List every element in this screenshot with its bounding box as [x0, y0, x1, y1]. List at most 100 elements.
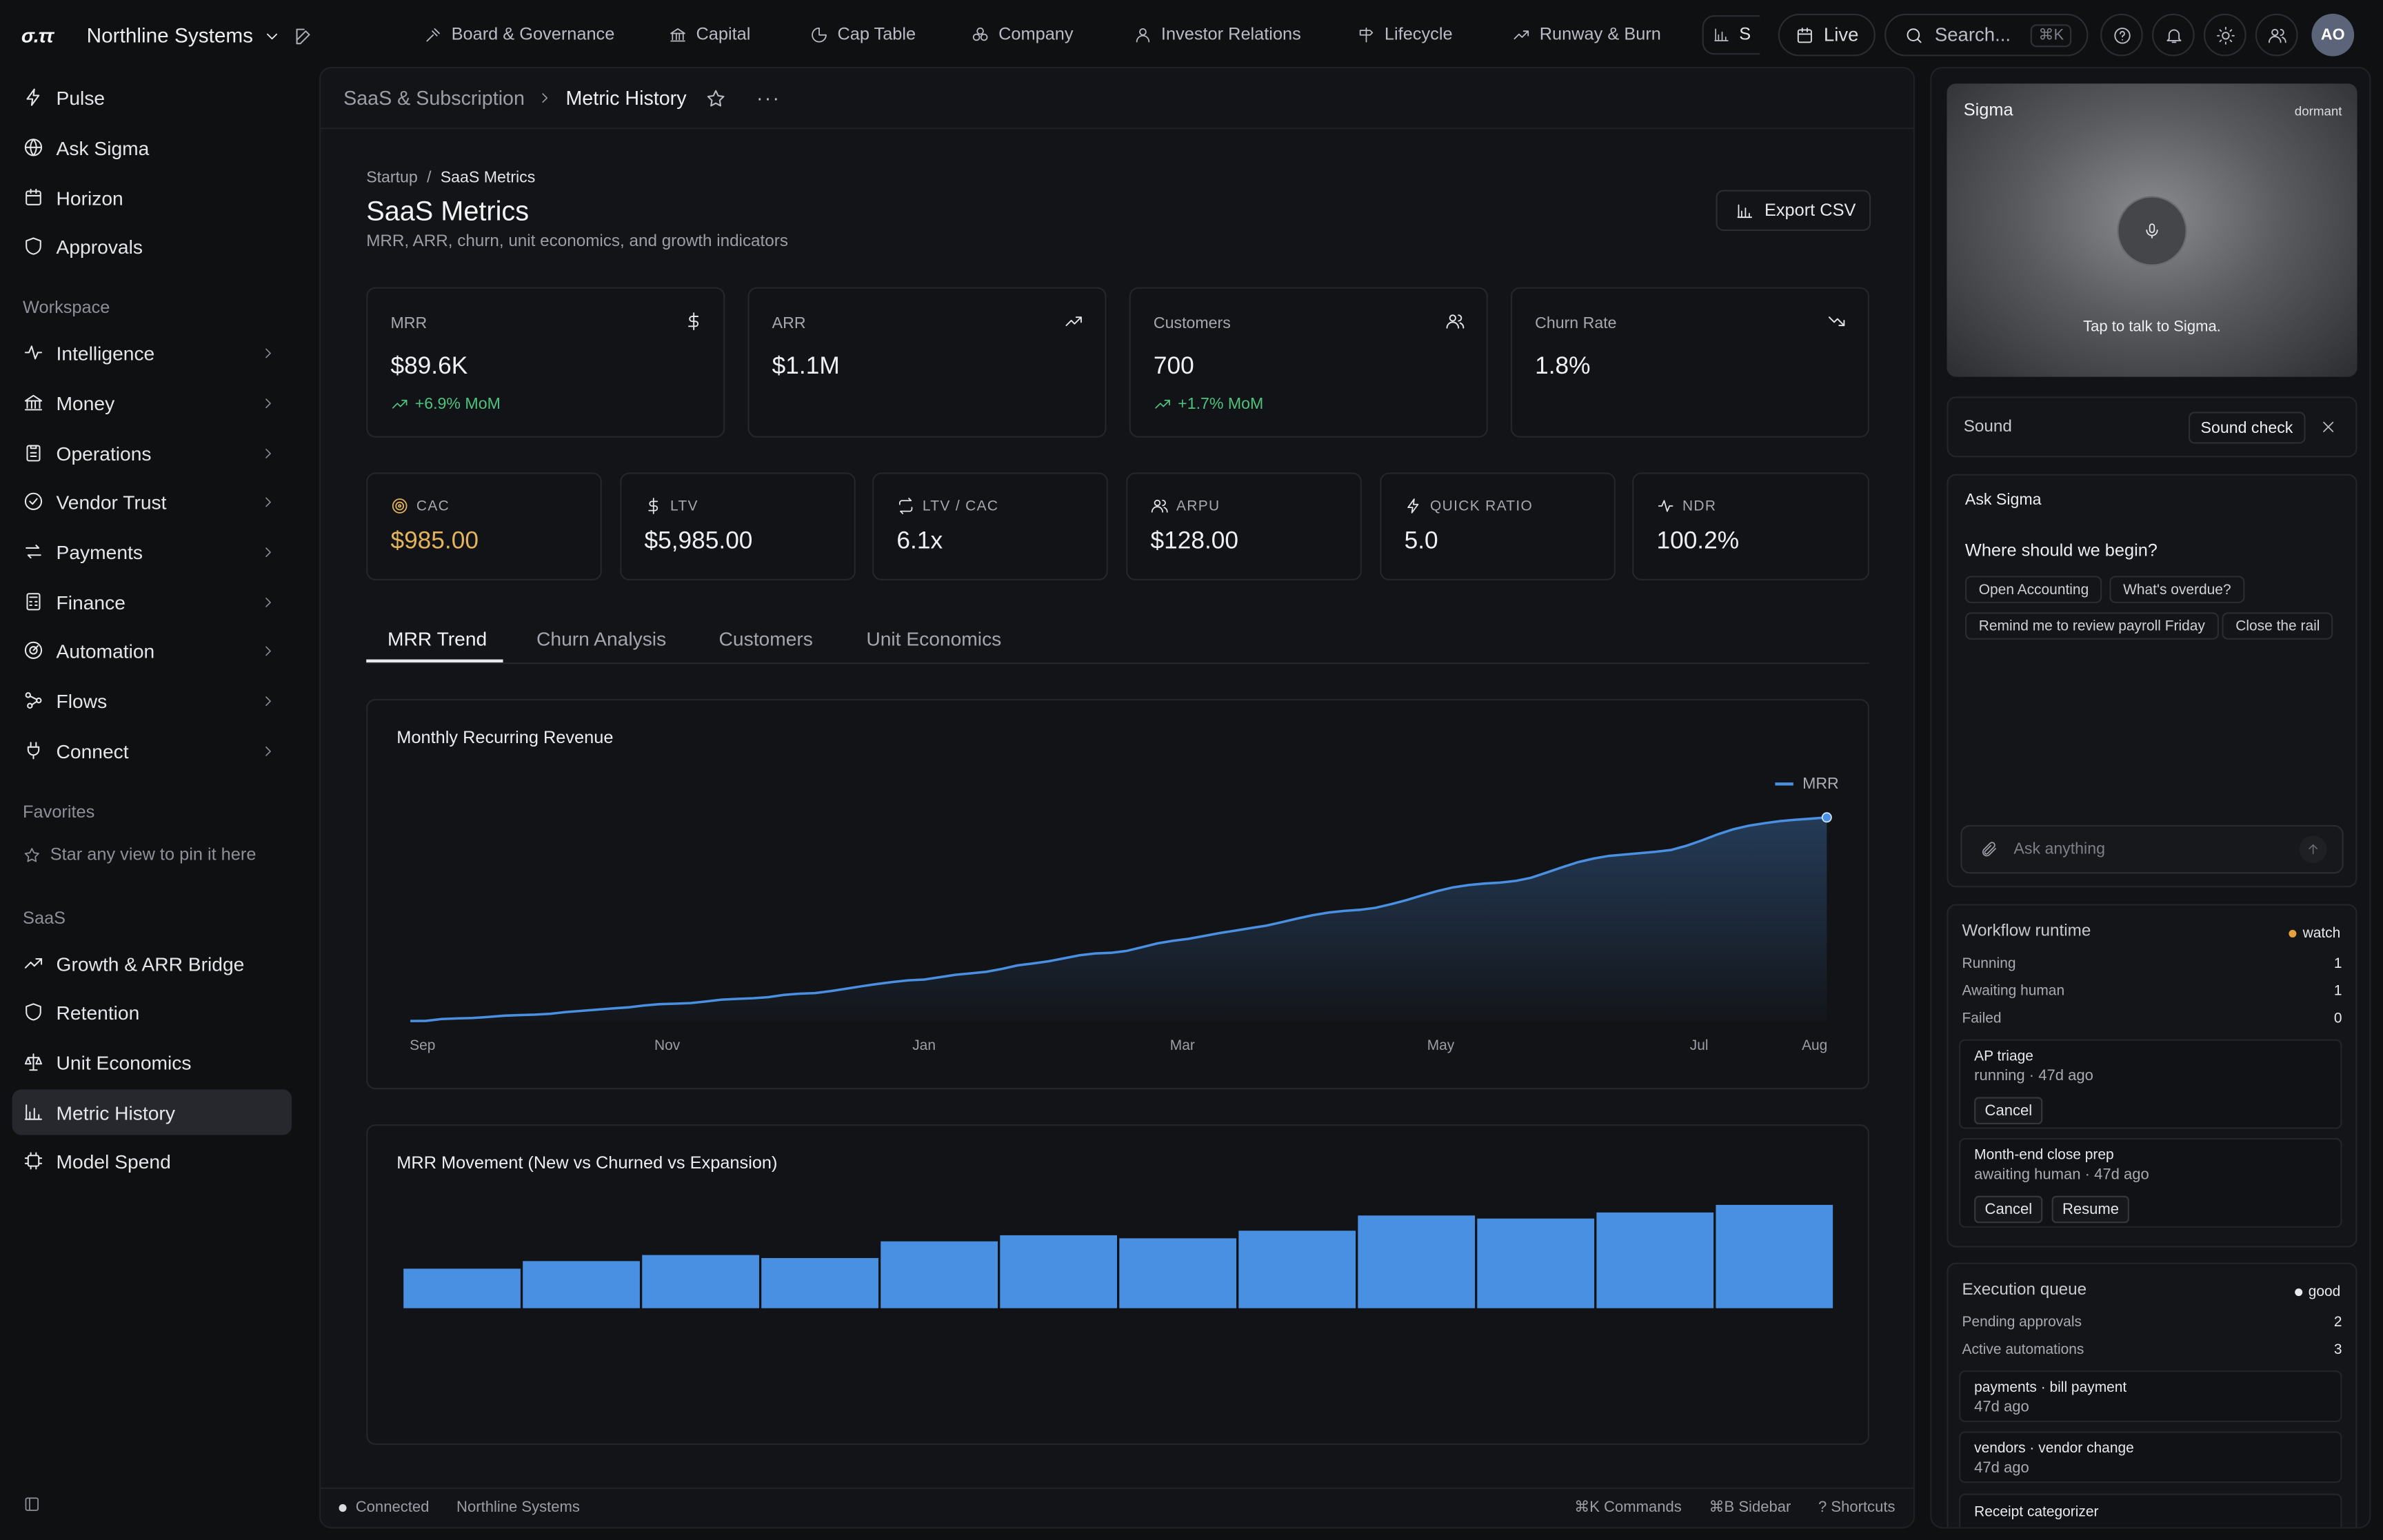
tab-runway-burn[interactable]: Runway & Burn — [1503, 15, 1670, 54]
sidebar-item-approvals[interactable]: Approvals — [12, 223, 292, 269]
movement-bar[interactable] — [523, 1261, 640, 1308]
tab-churn-analysis[interactable]: Churn Analysis — [536, 627, 667, 651]
queue-item[interactable]: payments · bill payment 47d ago — [1959, 1370, 2342, 1423]
tab-investor-relations[interactable]: Investor Relations — [1125, 15, 1310, 54]
main-panel: SaaS & Subscription Metric History ··· S… — [319, 66, 1916, 1529]
search-input[interactable]: Search... ⌘K — [1884, 13, 2089, 57]
queue-row-pending: Pending approvals 2 — [1962, 1315, 2342, 1331]
compose-icon[interactable] — [293, 26, 314, 47]
mic-button[interactable] — [2117, 196, 2187, 266]
star-icon — [24, 848, 39, 862]
pulse-icon — [24, 345, 43, 360]
movement-bar[interactable] — [1477, 1218, 1595, 1308]
page-path-separator: / — [427, 168, 432, 188]
team-button[interactable] — [2255, 13, 2298, 57]
sidebar-collapse-icon[interactable] — [23, 1495, 41, 1513]
suggestion-chip[interactable]: What's overdue? — [2109, 576, 2245, 604]
sidebar-item-finance[interactable]: Finance — [12, 579, 292, 625]
sidebar-item-intelligence[interactable]: Intelligence — [12, 330, 292, 375]
avatar[interactable]: AO — [2311, 13, 2355, 57]
movement-bar[interactable] — [1596, 1212, 1714, 1308]
breadcrumb-parent[interactable]: SaaS & Subscription — [343, 86, 525, 110]
export-label: Export CSV — [1764, 201, 1856, 220]
app-logo[interactable]: σ.ττ — [21, 24, 54, 48]
sidebar-item-vendor-trust[interactable]: Vendor Trust — [12, 478, 292, 524]
queue-item[interactable]: vendors · vendor change 47d ago — [1959, 1431, 2342, 1483]
tab-company[interactable]: Company — [962, 15, 1083, 54]
movement-bar[interactable] — [1716, 1204, 1833, 1308]
movement-bar[interactable] — [1000, 1235, 1118, 1308]
tab-cap-table[interactable]: Cap Table — [801, 15, 925, 54]
trend-up-icon — [1064, 312, 1084, 332]
suggestion-chip[interactable]: Open Accounting — [1964, 576, 2103, 604]
paperclip-icon[interactable] — [1980, 840, 1998, 858]
cancel-button[interactable]: Cancel — [1974, 1097, 2043, 1125]
sidebar-item-ask-sigma[interactable]: Ask Sigma — [12, 125, 292, 170]
theme-toggle[interactable] — [2203, 13, 2246, 57]
sidebar-item-pulse[interactable]: Pulse — [12, 74, 292, 120]
sidebar-item-flows[interactable]: Flows — [12, 678, 292, 723]
star-icon[interactable] — [705, 88, 726, 109]
sidebar-item-operations[interactable]: Operations — [12, 430, 292, 476]
mrr-last-point[interactable] — [1821, 812, 1832, 823]
sound-check-button[interactable]: Sound check — [2188, 412, 2305, 444]
sidebar-item-model-spend[interactable]: Model Spend — [12, 1138, 292, 1184]
movement-bar[interactable] — [642, 1255, 759, 1308]
queue-item[interactable]: Receipt categorizer — [1959, 1493, 2342, 1528]
shortcut-commands[interactable]: ⌘K Commands — [1574, 1499, 1682, 1517]
chevron-right-icon — [265, 496, 271, 507]
connection-dot — [339, 1504, 347, 1512]
sigma-voice-card[interactable]: Sigma dormant Tap to talk to Sigma. — [1947, 83, 2357, 377]
movement-bar[interactable] — [1119, 1238, 1237, 1308]
stat-card-ltv-cac: LTV / CAC 6.1x — [872, 472, 1108, 580]
chevron-right-icon — [265, 398, 271, 407]
trend-up-icon — [1155, 399, 1170, 409]
send-icon[interactable] — [2299, 835, 2327, 863]
sidebar-item-money[interactable]: Money — [12, 380, 292, 425]
sidebar-item-growth-arr-bridge[interactable]: Growth & ARR Bridge — [12, 940, 292, 986]
resume-button[interactable]: Resume — [2051, 1195, 2130, 1224]
legend-swatch — [1775, 782, 1793, 786]
tab-capital[interactable]: Capital — [660, 15, 760, 54]
help-button[interactable] — [2100, 13, 2143, 57]
suggestion-chip[interactable]: Remind me to review payroll Friday — [1964, 612, 2219, 640]
stat-card-ndr: NDR 100.2% — [1632, 472, 1870, 580]
sidebar-item-payments[interactable]: Payments — [12, 529, 292, 574]
sidebar-item-automation[interactable]: Automation — [12, 627, 292, 673]
tab-board-governance[interactable]: Board & Governance — [415, 15, 624, 54]
tab-customers[interactable]: Customers — [718, 627, 813, 651]
page-path-root[interactable]: Startup — [366, 168, 418, 188]
close-icon[interactable] — [2319, 418, 2337, 436]
org-switcher[interactable]: Northline Systems — [87, 24, 281, 47]
sidebar-item-metric-history[interactable]: Metric History — [12, 1089, 292, 1135]
export-csv-button[interactable]: Export CSV — [1716, 190, 1871, 232]
live-button[interactable]: Live — [1778, 13, 1876, 57]
sidebar-item-horizon[interactable]: Horizon — [12, 174, 292, 220]
tab-mrr-trend[interactable]: MRR Trend — [388, 627, 487, 651]
check-circle-icon — [24, 492, 43, 510]
shortcut-help[interactable]: ? Shortcuts — [1818, 1499, 1896, 1517]
sidebar-item-unit-economics[interactable]: Unit Economics — [12, 1040, 292, 1085]
tab-label: S — [1739, 26, 1751, 44]
sidebar-item-connect[interactable]: Connect — [12, 728, 292, 773]
shield-icon — [26, 1003, 41, 1021]
queue-row-active: Active automations 3 — [1962, 1341, 2342, 1358]
movement-bar[interactable] — [761, 1257, 878, 1308]
tab-saas[interactable]: S — [1702, 15, 1760, 55]
tab-unit-economics[interactable]: Unit Economics — [866, 627, 1002, 651]
movement-bar[interactable] — [403, 1268, 521, 1308]
suggestion-chip[interactable]: Close the rail — [2222, 612, 2334, 640]
movement-bar[interactable] — [881, 1241, 998, 1308]
mrr-line — [410, 816, 1827, 1022]
more-icon[interactable]: ··· — [756, 86, 781, 110]
shortcut-sidebar[interactable]: ⌘B Sidebar — [1709, 1499, 1791, 1517]
help-icon — [2113, 26, 2130, 43]
ask-input[interactable]: Ask anything — [1960, 824, 2344, 874]
sidebar-item-retention[interactable]: Retention — [12, 989, 292, 1035]
movement-bar[interactable] — [1358, 1215, 1476, 1308]
movement-bar[interactable] — [1238, 1230, 1356, 1308]
notifications-button[interactable] — [2152, 13, 2195, 57]
tab-lifecycle[interactable]: Lifecycle — [1348, 15, 1462, 54]
repeat-icon — [898, 498, 913, 514]
cancel-button[interactable]: Cancel — [1974, 1195, 2043, 1224]
